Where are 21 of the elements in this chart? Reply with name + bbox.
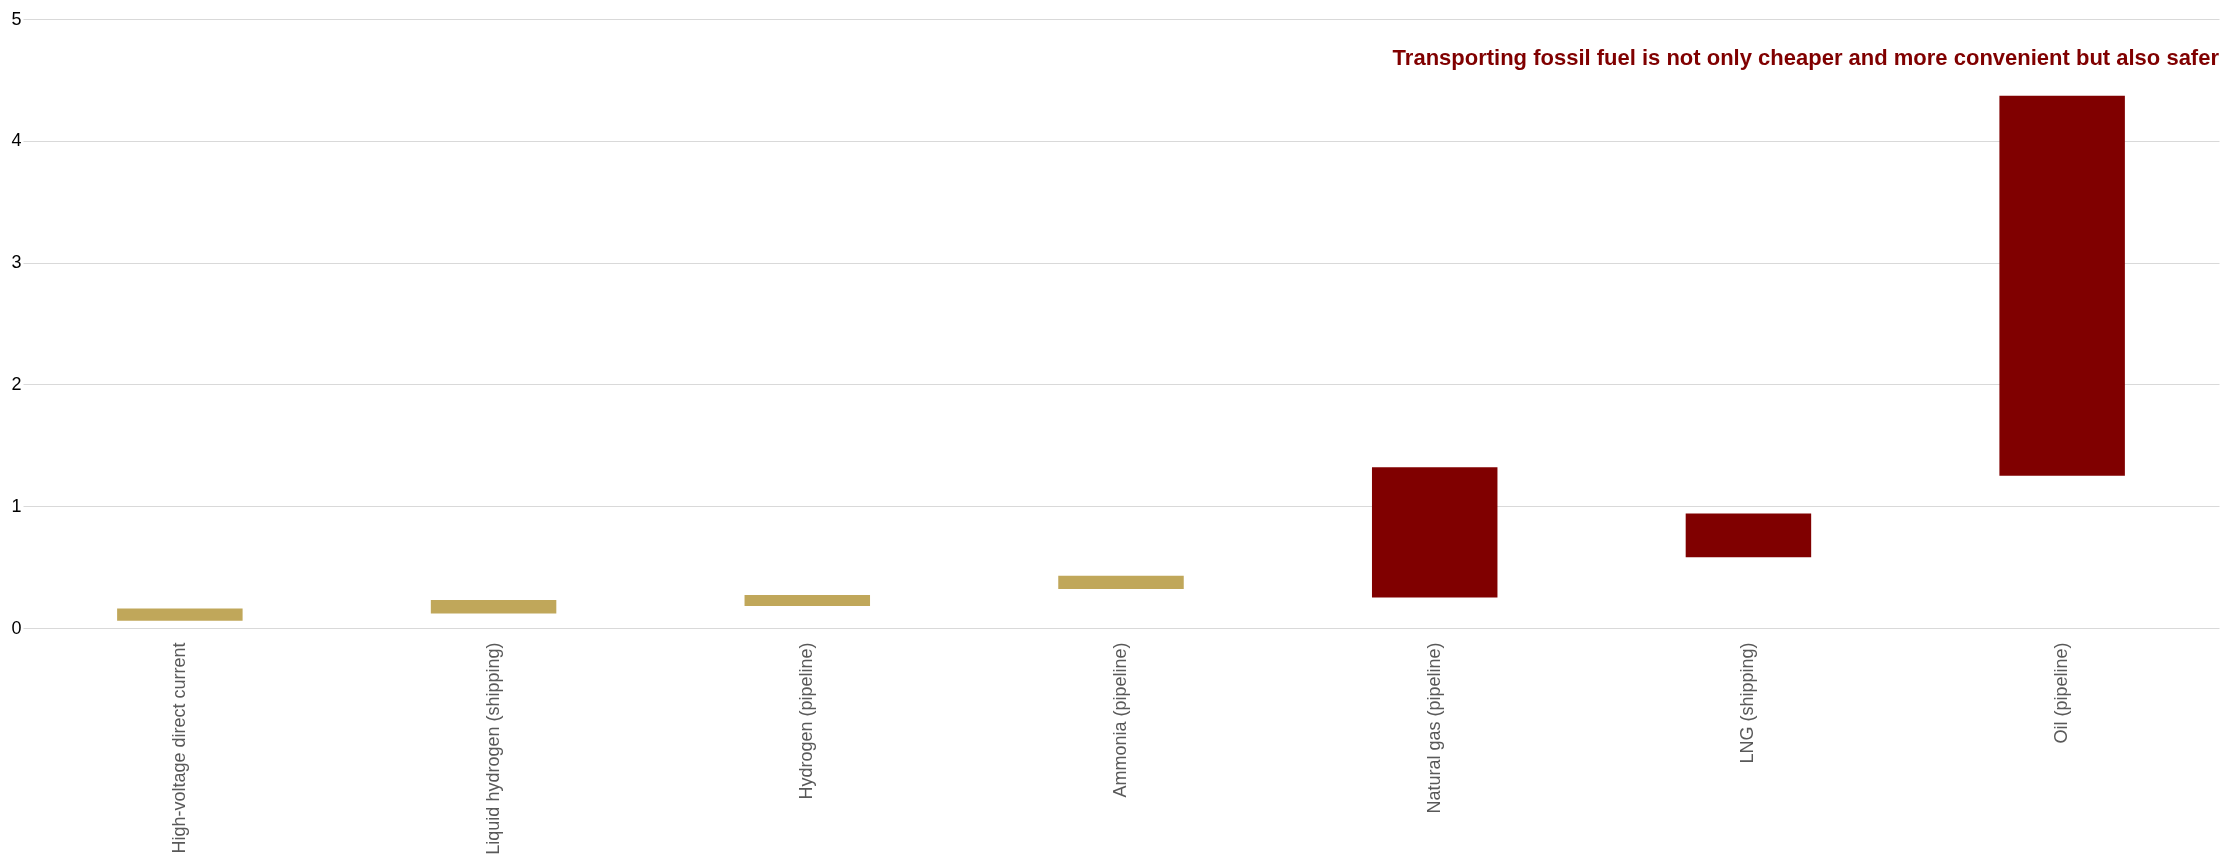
y-tick-label: 1 [11,495,22,516]
y-tick-label: 3 [11,252,22,273]
y-tick-label: 5 [11,8,22,29]
bar [744,595,871,607]
x-tick-label: Liquid hydrogen (shipping) [482,642,503,855]
text: Transporting fossil fuel is not only cheaper and more convenient but also safer [1392,45,2220,70]
x-tick-label: Oil (pipeline) [2051,642,2072,744]
x-tick-label: Ammonia (pipeline) [1110,642,1130,798]
y-tick-label: 0 [11,617,22,638]
bar [1371,467,1498,598]
x-tick-label: Hydrogen (pipeline) [796,642,817,800]
x-tick-label: Natural gas (pipeline) [1423,642,1444,814]
bar [430,599,557,614]
bar [1999,95,2125,476]
y-tick-label: 2 [11,373,22,394]
x-tick-label: High-voltage direct current [168,642,189,854]
bar [1685,513,1812,558]
y-tick-label: 4 [11,130,22,151]
bar [1058,575,1184,590]
x-tick-label: LNG (shipping) [1737,642,1758,764]
bar [117,608,243,621]
